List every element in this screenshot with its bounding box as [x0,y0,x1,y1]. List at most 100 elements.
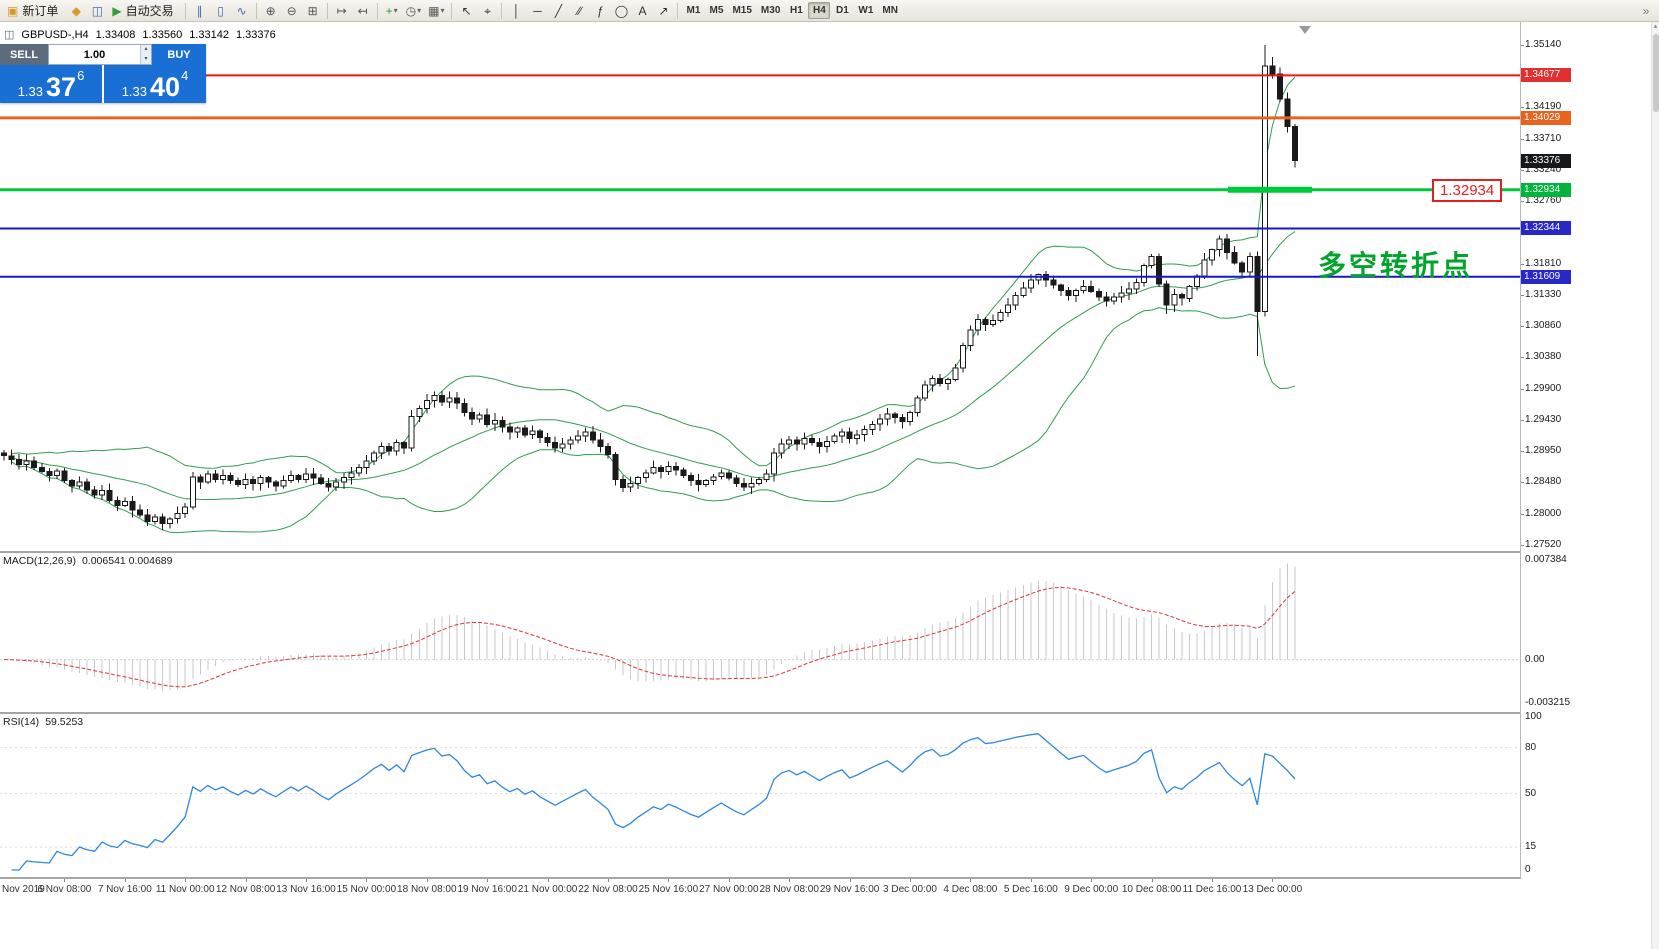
macd-panel-canvas[interactable] [0,553,1520,712]
chart-ohlc-header: ◫ GBPUSD-,H4 1.33408 1.33560 1.33142 1.3… [4,28,276,42]
rsi-scale-label: 100 [1525,711,1542,722]
chart-shift-button[interactable]: ↤ [353,2,373,20]
price-tick-label: 1.31330 [1525,289,1562,300]
time-tick-mark [124,879,126,882]
autotrading-button[interactable]: ▶ 自动交易 [108,2,180,20]
price-tick-label: 1.30860 [1525,320,1562,331]
timeframe-w1-button[interactable]: W1 [858,5,874,16]
timeframe-d1-button[interactable]: D1 [835,5,849,16]
macd-title-values: 0.006541 0.004689 [81,555,173,567]
volume-stepper[interactable]: ▴ ▾ [48,44,152,65]
price-level-badge: 1.34029 [1521,111,1571,125]
volume-up-button[interactable]: ▴ [144,46,148,52]
turning-point-annotation[interactable]: 多空转折点 [1318,250,1474,281]
timeframe-h4-button[interactable]: H4 [808,2,831,19]
auto-scroll-icon: ↦ [336,3,347,18]
bar-chart-button[interactable]: ∥ [190,2,210,20]
market-watch-button[interactable]: ◫ [87,2,107,20]
price-tick-label: 1.28950 [1525,445,1562,456]
zoom-out-button[interactable]: ⊖ [282,2,302,20]
time-tick-mark [1272,879,1274,882]
indicators-button[interactable]: + ▾ [382,2,402,20]
rsi-title-value: 59.5253 [45,716,84,728]
bar-chart-icon: ∥ [196,3,203,18]
panel-separator[interactable] [0,712,1651,714]
arrow-tool-button[interactable]: ↗ [653,2,673,20]
time-tick-mark [910,879,911,882]
shapes-button[interactable]: ◯ [611,2,631,20]
price-tick-label: 1.33710 [1525,133,1562,144]
time-axis-label: 12 Nov 08:00 [215,884,276,895]
vertical-line-button[interactable]: │ [506,2,526,20]
price-callout-label[interactable]: 1.32934 [1432,179,1503,202]
volume-down-button[interactable]: ▾ [144,55,148,62]
crosshair-icon: ⌖ [484,3,491,18]
time-tick-mark [668,879,670,882]
periods-button[interactable]: ◷ ▾ [403,2,425,20]
timeframe-m30-button[interactable]: M30 [760,5,781,16]
sell-button[interactable]: SELL [0,44,48,65]
timeframe-m5-button[interactable]: M5 [709,5,724,16]
panel-separator[interactable] [0,877,1651,879]
channel-button[interactable]: ∕∕ [569,2,589,20]
time-tick-mark [1151,879,1153,882]
zoom-in-button[interactable]: ⊕ [261,2,281,20]
cursor-button[interactable]: ↖ [456,2,476,20]
auto-scroll-button[interactable]: ↦ [332,2,352,20]
price-tick-mark [1521,357,1524,358]
time-axis[interactable]: Nov 2019 6 Nov 08:00 7 Nov 16:00 11 Nov 00:… [0,879,1651,900]
toolbar-separator [376,2,378,19]
vertical-line-icon: │ [512,3,521,18]
price-tick-mark [1521,389,1524,390]
bid-price-panel[interactable]: 1.33 37 6 [0,65,102,103]
time-axis-label: 5 Dec 16:00 [1003,884,1058,895]
chart-shift-marker[interactable] [1299,26,1311,34]
toolbar-overflow-button[interactable]: » [1636,2,1656,20]
line-chart-button[interactable]: ∿ [232,2,252,20]
timeframe-m1-button[interactable]: M1 [686,5,701,16]
vertical-scrollbar[interactable]: ▴ [1651,22,1659,949]
time-axis-label: 19 Nov 16:00 [457,884,517,895]
time-tick-mark [306,879,307,882]
volume-input[interactable] [49,45,140,64]
ask-price-panel[interactable]: 1.33 40 4 [104,65,206,103]
timeframe-m15-button[interactable]: M15 [732,5,752,16]
candlestick-button[interactable]: ▯ [211,2,231,20]
chart-shift-icon: ↤ [357,3,368,18]
toolbar-separator [184,2,186,19]
price-axis[interactable]: 1.351401.341901.337101.332401.327601.322… [1520,22,1651,879]
tile-windows-button[interactable]: ⊞ [303,2,323,20]
trendline-button[interactable]: ╱ [548,2,568,20]
time-tick-mark [970,879,972,882]
time-axis-label: 29 Nov 16:00 [819,884,880,895]
time-axis-label: 13 Dec 00:00 [1242,884,1303,895]
fibonacci-button[interactable]: ƒ [590,2,610,20]
scrollbar-thumb[interactable] [1653,34,1659,112]
time-tick-mark [1212,879,1213,882]
price-tick-mark [1521,264,1524,265]
templates-button[interactable]: ▦ ▾ [425,2,447,20]
text-button[interactable]: A [632,2,652,20]
current-price-badge: 1.33376 [1521,154,1571,168]
rsi-panel-canvas[interactable] [0,714,1520,877]
macd-scale-label: -0.003215 [1525,697,1571,708]
panel-separator[interactable] [0,551,1651,553]
market-watch-icon: ◫ [91,3,104,18]
ask-price-sup: 4 [181,68,189,83]
time-axis-label: 3 Dec 00:00 [883,884,937,895]
horizontal-line-button[interactable]: ─ [527,2,547,20]
bell-icon: ◆ [71,3,81,18]
timeframe-h1-button[interactable]: H1 [789,5,803,16]
price-level-badge: 1.32344 [1521,221,1571,235]
timeframe-mn-button[interactable]: MN [882,5,898,16]
volume-arrows: ▴ ▾ [140,45,151,64]
alerts-button[interactable]: ◆ [66,2,86,20]
price-tick-label: 1.33240 [1525,164,1562,175]
new-order-button[interactable]: ▣ 新订单 [3,2,65,20]
crosshair-button[interactable]: ⌖ [477,2,497,20]
time-tick-mark [64,879,66,882]
buy-button[interactable]: BUY [152,44,206,65]
scrollbar-up-icon[interactable]: ▴ [1653,23,1658,30]
main-chart-canvas[interactable] [0,22,1520,551]
